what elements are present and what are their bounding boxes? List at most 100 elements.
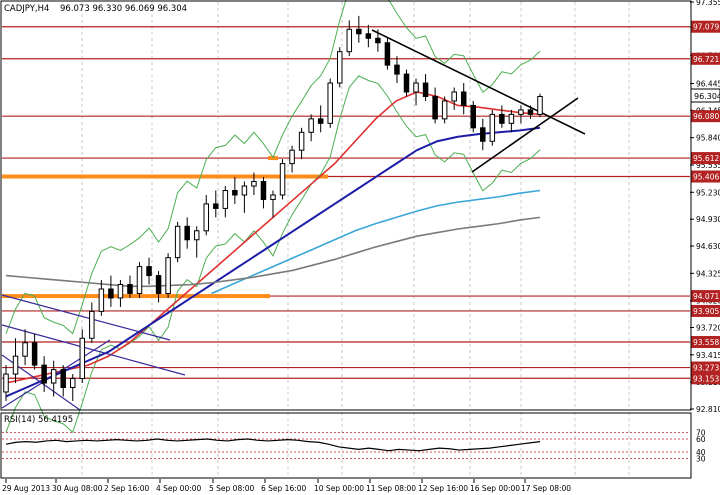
price-tick-label: 95.535 bbox=[696, 161, 720, 170]
moving-average-line bbox=[211, 189, 541, 295]
last-price-label: 96.304 bbox=[694, 92, 720, 101]
candle-body bbox=[127, 284, 133, 294]
candle-body bbox=[22, 342, 28, 357]
price-tick-label: 94.325 bbox=[696, 269, 720, 278]
candle-body bbox=[260, 181, 267, 200]
candle-body bbox=[317, 118, 324, 124]
time-tick-label: 30 Aug 08:00 bbox=[52, 484, 103, 493]
level-tag-label: 96.080 bbox=[693, 112, 719, 121]
upper-band bbox=[5, 0, 541, 335]
candle-body bbox=[432, 95, 438, 120]
support-zone bbox=[2, 174, 328, 179]
time-tick-label: 11 Sep 08:00 bbox=[366, 484, 416, 493]
candle-body bbox=[241, 185, 248, 196]
price-tick-label: 94.630 bbox=[696, 242, 720, 251]
candle-body bbox=[451, 91, 457, 102]
candle-body bbox=[12, 355, 19, 375]
level-tag bbox=[691, 372, 720, 385]
candle-body bbox=[41, 364, 47, 384]
candle-body bbox=[441, 100, 448, 120]
time-tick-label: 2 Sep 16:00 bbox=[104, 484, 150, 493]
time-tick-label: 17 Sep 08:00 bbox=[521, 484, 571, 493]
time-axis: 29 Aug 2013 30 Aug 08:00 2 Sep 16:00 4 Sep … bbox=[2, 479, 571, 493]
candle-body bbox=[460, 91, 467, 106]
bollinger-bands bbox=[5, 0, 541, 434]
level-tag bbox=[691, 336, 720, 349]
moving-average-line bbox=[5, 126, 541, 398]
candle-body bbox=[499, 113, 505, 124]
candle-body bbox=[356, 28, 362, 35]
candle-body bbox=[70, 378, 76, 389]
time-tick-label: 16 Sep 00:00 bbox=[470, 484, 520, 493]
price-tick-label: 94.930 bbox=[696, 215, 720, 224]
candle-body bbox=[527, 109, 534, 115]
candle-body bbox=[174, 225, 181, 259]
level-tag-label: 94.071 bbox=[693, 292, 719, 301]
candle-body bbox=[89, 310, 95, 339]
level-tag bbox=[691, 110, 720, 123]
rsi-tick-label: 60 bbox=[696, 435, 706, 444]
price-tick-label: 93.415 bbox=[696, 351, 720, 360]
candle-body bbox=[193, 230, 200, 241]
main-panel-border bbox=[0, 0, 692, 411]
time-tick-label: 12 Sep 16:00 bbox=[418, 484, 468, 493]
candle-body bbox=[422, 82, 429, 97]
time-tick-label: 4 Sep 00:00 bbox=[156, 484, 202, 493]
candle-body bbox=[3, 373, 9, 393]
rsi-tick-label: 30 bbox=[696, 455, 706, 464]
candle-body bbox=[50, 369, 57, 384]
ohlc-label: 96.073 96.330 96.069 96.304 bbox=[60, 4, 187, 14]
level-tag-label: 93.273 bbox=[693, 364, 719, 373]
channel-line bbox=[1, 294, 171, 341]
candle-body bbox=[470, 104, 476, 129]
candle-body bbox=[537, 95, 543, 115]
level-tag-label: 93.905 bbox=[693, 307, 719, 316]
candle-body bbox=[31, 342, 38, 366]
level-tag-label: 95.406 bbox=[693, 173, 719, 182]
candle-body bbox=[222, 190, 229, 209]
rsi-tick-label: 40 bbox=[696, 448, 706, 457]
level-tag-label: 93.153 bbox=[693, 374, 719, 383]
level-tag bbox=[691, 152, 720, 165]
level-tag bbox=[691, 20, 720, 33]
level-tag bbox=[691, 361, 720, 374]
candle-body bbox=[251, 181, 257, 187]
level-tag-label: 95.612 bbox=[693, 154, 719, 163]
price-tick-label: 92.810 bbox=[696, 405, 720, 414]
level-tag bbox=[691, 304, 720, 317]
level-tag bbox=[691, 52, 720, 65]
candle-body bbox=[489, 113, 496, 142]
symbol-label: CADJPY,H4 bbox=[4, 4, 49, 14]
candle-body bbox=[480, 127, 486, 142]
horizontal-levels bbox=[2, 26, 690, 379]
candle-body bbox=[375, 37, 381, 44]
candle-body bbox=[394, 64, 400, 75]
time-tick-label: 10 Sep 00:00 bbox=[314, 484, 364, 493]
lower-band bbox=[5, 75, 541, 434]
price-tick-label: 96.445 bbox=[696, 79, 720, 88]
moving-average-line bbox=[5, 216, 541, 288]
candle-body bbox=[289, 149, 295, 165]
price-tick-label: 93.720 bbox=[696, 324, 720, 333]
candle-body bbox=[384, 42, 391, 66]
candle-body bbox=[518, 109, 524, 115]
candle-body bbox=[365, 33, 372, 39]
rsi-label: RSI(14) 56.4195 bbox=[4, 415, 73, 425]
time-tick-label: 5 Sep 08:00 bbox=[209, 484, 255, 493]
candle-body bbox=[117, 284, 124, 299]
level-tag-label: 93.558 bbox=[693, 338, 719, 347]
level-tag bbox=[691, 170, 720, 183]
candles bbox=[3, 15, 543, 401]
price-tick-label: 97.355 bbox=[696, 0, 720, 7]
candle-body bbox=[279, 163, 286, 196]
price-tick-label: 95.230 bbox=[696, 188, 720, 197]
candle-body bbox=[298, 131, 305, 151]
candle-body bbox=[213, 203, 219, 209]
triangle-upper-line bbox=[371, 29, 586, 135]
candle-body bbox=[270, 194, 276, 200]
candle-body bbox=[98, 288, 105, 312]
candle-body bbox=[232, 190, 238, 196]
level-tag-label: 96.721 bbox=[693, 55, 719, 64]
